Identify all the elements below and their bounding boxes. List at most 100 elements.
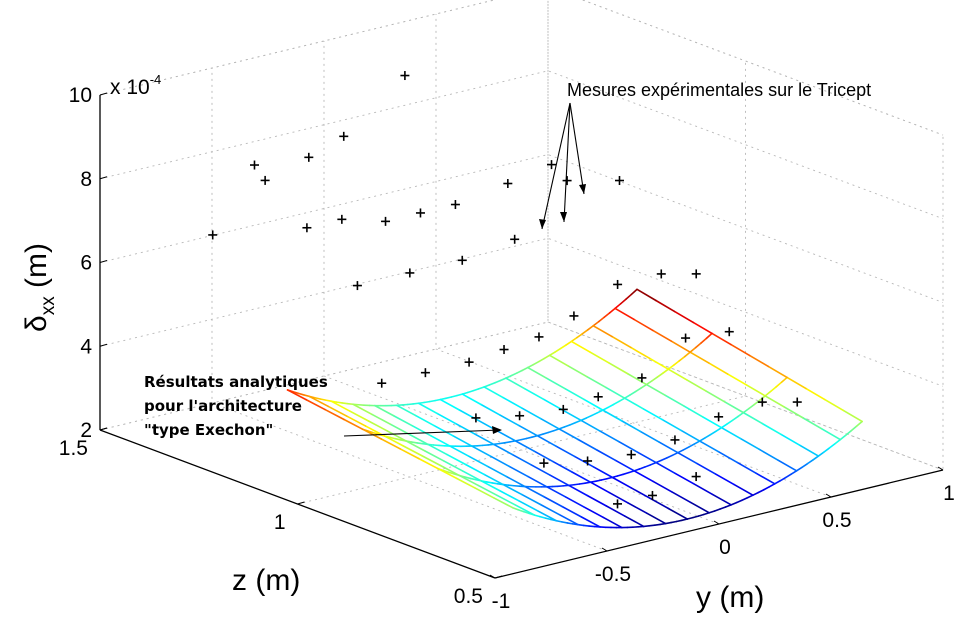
mesh-segment <box>620 419 642 433</box>
mesh-segment <box>466 389 474 394</box>
mesh-segment <box>380 438 401 450</box>
mesh-segment <box>406 403 414 406</box>
mesh-segment <box>327 405 348 417</box>
mesh-segment <box>689 346 697 353</box>
mesh-segment <box>642 525 650 528</box>
mesh-segment <box>458 474 480 487</box>
mesh-segment <box>697 513 705 517</box>
mesh-segment <box>680 429 701 442</box>
mesh-segment <box>543 354 551 360</box>
surface-mesh <box>286 288 863 529</box>
mesh-segment <box>439 398 460 411</box>
mesh-segment <box>786 376 807 390</box>
mesh-segment <box>477 484 498 497</box>
mesh-segment <box>661 418 682 432</box>
mesh-segment <box>499 377 507 382</box>
mesh-segment <box>755 472 776 485</box>
mesh-segment <box>539 417 560 430</box>
mesh-segment <box>602 409 623 422</box>
mesh-segment <box>389 423 411 436</box>
mesh-segment <box>746 494 754 499</box>
mesh-segment <box>580 516 601 528</box>
mesh-segment <box>692 482 714 496</box>
arrowhead-2 <box>560 212 567 222</box>
mesh-segment <box>324 408 345 421</box>
mesh-segment <box>507 484 515 487</box>
mesh-segment <box>569 421 577 426</box>
mesh-segment <box>558 428 579 441</box>
measurements-annotation: Mesures expérimentales sur le Tricept <box>567 80 871 100</box>
mesh-segment <box>424 450 445 462</box>
mesh-segment <box>521 366 529 372</box>
mesh-segment <box>656 372 664 378</box>
mesh-segment <box>598 430 620 443</box>
mesh-segment <box>526 366 548 380</box>
mesh-segment <box>693 440 701 445</box>
mesh-segment <box>412 402 420 405</box>
mesh-segment <box>733 483 754 497</box>
mesh-segment <box>648 357 670 370</box>
mesh-segment <box>592 324 613 338</box>
axes <box>99 95 944 579</box>
mesh-segment <box>547 429 555 434</box>
mesh-segment <box>655 461 676 474</box>
mesh-segment <box>511 453 532 466</box>
mesh-segment <box>495 429 517 442</box>
arrow-3 <box>569 102 585 195</box>
mesh-segment <box>461 393 482 406</box>
mesh-segment <box>714 473 735 486</box>
vertical-tick-label: 8 <box>80 168 92 191</box>
mesh-segment <box>705 390 726 403</box>
measured-point <box>337 214 347 224</box>
grid-line-v-4 <box>99 237 944 387</box>
measured-point <box>637 373 647 383</box>
mesh-segment <box>392 414 414 427</box>
measured-point <box>302 223 312 233</box>
measured-point <box>249 160 259 170</box>
mesh-segment <box>795 466 803 472</box>
mesh-segment <box>502 483 523 496</box>
mesh-segment <box>855 420 863 427</box>
measured-point <box>792 397 802 407</box>
mesh-segment <box>408 433 429 446</box>
mesh-segment <box>587 324 595 331</box>
mesh-segment <box>748 403 756 410</box>
mesh-segment <box>446 453 467 466</box>
mesh-segment <box>698 437 706 442</box>
grid-line-y <box>99 95 496 579</box>
mesh-segment <box>561 408 582 422</box>
mesh-segment <box>542 495 564 508</box>
measured-point <box>626 450 636 460</box>
mesh-segment <box>752 491 760 497</box>
z-axis-label: z (m) <box>232 564 300 597</box>
mesh-segment <box>546 485 567 498</box>
grid-line-y <box>323 41 720 525</box>
mesh-segment <box>652 480 673 493</box>
mesh-segment <box>683 405 704 418</box>
mesh-segment <box>834 438 842 445</box>
arrow-1 <box>541 102 571 230</box>
grid-line-z <box>494 135 944 579</box>
mesh-segment <box>761 422 782 436</box>
mesh-segment <box>701 416 723 429</box>
mesh-segment <box>769 386 777 393</box>
grid-line-z <box>99 0 549 431</box>
measured-point <box>339 131 349 141</box>
mesh-segment <box>823 447 831 453</box>
mesh-segment <box>780 376 788 384</box>
mesh-segment <box>470 445 492 458</box>
mesh-segment <box>570 340 592 353</box>
mesh-segment <box>582 524 590 527</box>
mesh-segment <box>552 460 573 473</box>
mesh-segment <box>823 398 845 412</box>
mesh-segment <box>335 401 343 404</box>
mesh-segment <box>411 425 432 437</box>
mesh-segment <box>645 380 653 386</box>
measured-point <box>558 404 568 414</box>
mesh-segment <box>505 374 513 379</box>
mesh-segment <box>537 357 545 363</box>
mesh-segment <box>477 386 485 390</box>
mesh-segment <box>614 303 622 310</box>
mesh-segment <box>603 312 611 319</box>
